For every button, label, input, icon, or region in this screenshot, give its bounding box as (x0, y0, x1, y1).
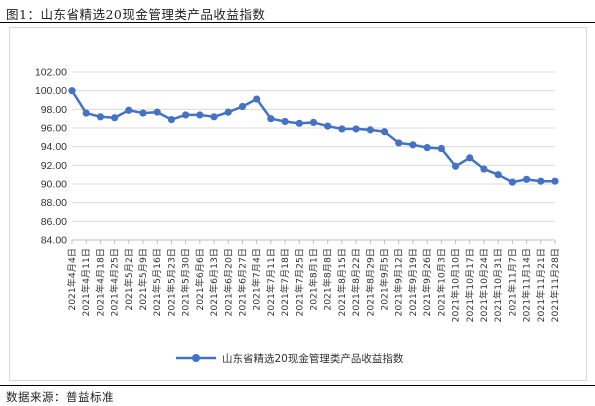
data-point (68, 87, 76, 95)
y-tick-label: 102.00 (35, 67, 67, 79)
bottom-rule (0, 385, 595, 386)
x-tick-label: 2021年6月27日 (236, 248, 248, 316)
chart-frame (9, 27, 587, 381)
data-point (480, 165, 488, 173)
x-tick-label: 2021年5月16日 (151, 248, 163, 316)
data-point (224, 108, 232, 116)
x-tick-label: 2021年9月26日 (421, 248, 433, 316)
x-tick-label: 2021年5月2日 (123, 248, 135, 311)
data-point (111, 114, 119, 122)
y-axis-ticks: 102.00 100.00 98.00 96.00 94.00 92.00 90.00 88.… (35, 67, 67, 247)
x-tick-label: 2021年6月20日 (222, 248, 234, 316)
data-point (139, 109, 147, 117)
data-point (125, 106, 133, 114)
data-point (409, 141, 417, 149)
x-tick-label: 2021年9月5日 (379, 248, 391, 311)
x-tick-label: 2021年7月4日 (251, 248, 263, 311)
x-tick-label: 2021年5月23日 (165, 248, 177, 316)
x-tick-label: 2021年10月3日 (435, 248, 447, 316)
y-tick-label: 92.00 (41, 160, 67, 172)
data-point (494, 171, 502, 179)
data-point (253, 95, 261, 103)
y-tick-label: 98.00 (41, 104, 67, 116)
data-point (210, 113, 218, 121)
data-point (395, 139, 403, 147)
data-point (167, 116, 176, 124)
y-tick-label: 94.00 (41, 141, 67, 153)
x-tick-label: 2021年8月1日 (308, 248, 320, 311)
x-tick-label: 2021年10月24日 (478, 248, 490, 322)
data-point (338, 125, 346, 133)
data-point (352, 125, 360, 133)
x-tick-label: 2021年4月11日 (80, 248, 92, 316)
legend: 山东省精选20现金管理类产品收益指数 (176, 352, 404, 365)
x-tick-label: 2021年5月30日 (180, 248, 192, 316)
x-tick-label: 2021年4月25日 (109, 248, 121, 316)
data-point (182, 111, 190, 119)
x-tick-label: 2021年8月29日 (364, 248, 376, 316)
data-point (267, 115, 275, 123)
x-tick-label: 2021年6月13日 (208, 248, 220, 316)
x-tick-label: 2021年7月25日 (293, 248, 305, 316)
x-tick-label: 2021年8月15日 (336, 248, 348, 316)
x-tick-label: 2021年11月28日 (549, 248, 561, 322)
y-tick-label: 90.00 (41, 179, 67, 191)
gridlines (72, 71, 555, 241)
data-point (238, 102, 247, 111)
figure-title: 图1：山东省精选20现金管理类产品收益指数 (6, 7, 266, 22)
x-tick-label: 2021年7月18日 (279, 248, 291, 316)
x-tick-label: 2021年11月14日 (521, 248, 533, 322)
series-group (68, 87, 559, 186)
x-tick-label: 2021年9月19日 (407, 248, 419, 316)
data-point (281, 117, 289, 126)
data-point (295, 119, 303, 127)
data-point (153, 108, 161, 116)
y-tick-label: 86.00 (41, 216, 67, 228)
top-rule (0, 22, 595, 23)
data-point (451, 162, 460, 170)
data-point (82, 109, 90, 117)
x-tick-label: 2021年9月12日 (393, 248, 405, 316)
x-axis-ticks: 2021年4月4日 2021年4月11日 2021年4月18日 2021年4月25日 2… (66, 248, 561, 322)
data-point (309, 118, 318, 126)
x-tick-label: 2021年8月22日 (350, 248, 362, 316)
data-point (551, 177, 559, 185)
data-point (508, 178, 516, 186)
y-tick-label: 84.00 (41, 235, 67, 247)
x-tick-label: 2021年6月6日 (194, 248, 206, 311)
y-tick-label: 96.00 (41, 123, 67, 135)
data-point (437, 144, 445, 153)
x-tick-label: 2021年8月8日 (322, 248, 334, 311)
data-point (196, 111, 204, 119)
x-tick-label: 2021年10月17日 (464, 248, 476, 322)
x-tick-label: 2021年5月9日 (137, 248, 149, 311)
x-tick-label: 2021年11月21日 (535, 248, 547, 322)
legend-label: 山东省精选20现金管理类产品收益指数 (222, 352, 404, 365)
data-point (366, 126, 374, 134)
data-point (466, 154, 474, 162)
data-point (96, 113, 105, 121)
x-axis (71, 239, 556, 244)
data-point (380, 128, 389, 136)
legend-marker (192, 354, 200, 362)
source-note: 数据来源：普益标准 (6, 390, 114, 404)
x-tick-label: 2021年4月18日 (94, 248, 106, 316)
x-tick-label: 2021年10月10日 (450, 248, 462, 322)
x-tick-label: 2021年4月4日 (66, 248, 78, 311)
data-point (522, 175, 531, 183)
y-tick-label: 88.00 (41, 197, 67, 209)
x-tick-label: 2021年7月11日 (265, 248, 277, 316)
x-tick-label: 2021年11月7日 (506, 248, 518, 316)
x-tick-label: 2021年10月31日 (492, 248, 504, 322)
data-point (324, 122, 332, 130)
y-tick-label: 100.00 (35, 85, 67, 97)
data-point (537, 177, 545, 185)
data-point (423, 144, 431, 152)
